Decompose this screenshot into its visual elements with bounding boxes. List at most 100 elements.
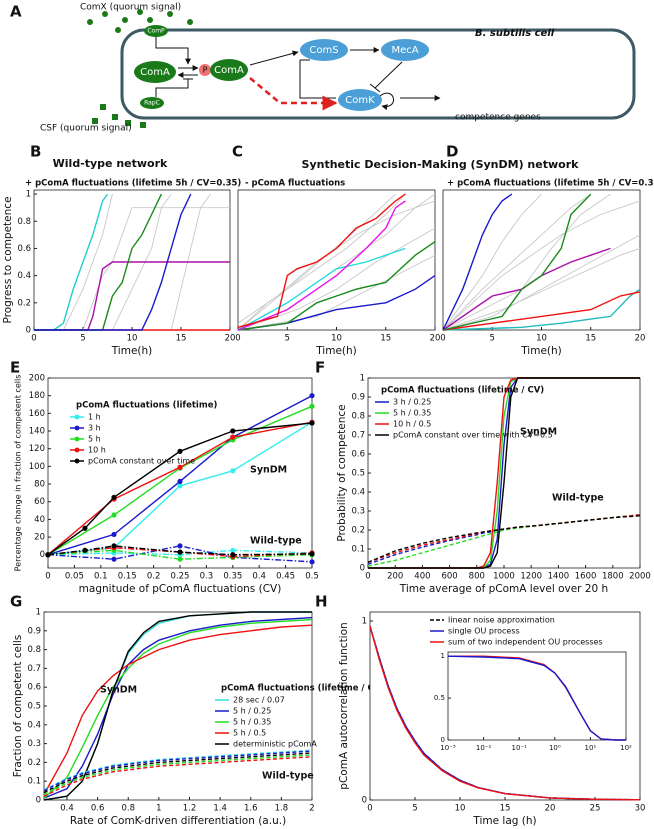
- data-point: [309, 559, 315, 565]
- x-tick-label: 0.5: [305, 572, 319, 582]
- x-tick-label: 10¹: [585, 744, 597, 752]
- x-tick-label: 0.25: [171, 572, 190, 582]
- y-tick-label: 1: [36, 608, 41, 618]
- series-line: [43, 754, 313, 796]
- x-tick-label: 1000: [493, 572, 515, 582]
- y-tick-label: 0.9: [351, 393, 365, 403]
- annotation: SynDM: [100, 685, 137, 696]
- x-tick-label: 15: [585, 334, 596, 344]
- y-tick-label: 0.5: [434, 694, 445, 702]
- data-point: [177, 556, 183, 562]
- node-label: ComK: [345, 95, 375, 106]
- x-tick-label: 0.35: [223, 572, 242, 582]
- x-tick-label: 5: [285, 334, 290, 344]
- x-axis-label: Time(h): [315, 345, 357, 357]
- legend-label: 10 h / 0.5: [393, 420, 431, 429]
- x-tick-label: 0.4: [252, 572, 266, 582]
- x-tick-label: 0.45: [276, 572, 295, 582]
- y-tick-label: 0.6: [17, 244, 31, 254]
- series-line: [34, 193, 163, 331]
- y-tick-label: 200: [29, 374, 45, 384]
- data-point: [230, 547, 236, 553]
- node: [134, 61, 176, 83]
- y-axis-label: Fraction of competent cells: [12, 635, 24, 777]
- annotation: Wild-type: [262, 771, 314, 782]
- x-tick-label: 0: [367, 804, 372, 814]
- y-tick-label: 60: [34, 497, 45, 507]
- y-tick-label: 0: [441, 736, 445, 744]
- node-label: ComA: [140, 67, 170, 78]
- data-point: [111, 543, 117, 549]
- series-line: [442, 200, 641, 331]
- node: [300, 39, 348, 61]
- series-line: [442, 291, 641, 331]
- data-point: [177, 549, 183, 555]
- series-line: [43, 611, 312, 801]
- panel-label: A: [10, 3, 22, 21]
- x-tick-label: 800: [469, 572, 485, 582]
- data-point: [111, 556, 117, 562]
- legend-label: 5 h / 0.25: [233, 707, 271, 716]
- legend-label: 5 h / 0.5: [233, 729, 266, 738]
- series-line: [47, 546, 313, 558]
- series-line: [34, 193, 192, 331]
- x-tick-label: 0.15: [118, 572, 137, 582]
- y-tick-label: 0.6: [351, 450, 365, 460]
- legend-label: deterministic pComA: [233, 740, 317, 749]
- series-line: [369, 626, 641, 801]
- y-tick-label: 1: [26, 190, 31, 200]
- series-line: [43, 752, 313, 794]
- x-tick-label: 10: [536, 334, 547, 344]
- x-tick-label: 0.05: [65, 572, 84, 582]
- x-axis-label: Time(h): [111, 345, 153, 357]
- panel-label: C: [232, 143, 243, 161]
- legend-title: pComA fluctuations (lifetime / CV): [221, 684, 384, 694]
- x-tick-label: 1.4: [213, 804, 227, 814]
- node-label: ComA: [214, 65, 244, 76]
- legend-label: 28 sec / 0.07: [233, 696, 285, 705]
- legend-label: pComA constant over time with CV=0.5: [393, 431, 553, 440]
- annotation: Wild-type: [552, 493, 604, 504]
- data-point: [177, 448, 183, 454]
- x-tick-label: 15: [380, 334, 391, 344]
- x-tick-label: 20: [635, 334, 646, 344]
- x-tick-label: 20: [430, 334, 441, 344]
- series-line: [47, 549, 313, 560]
- node: [140, 97, 164, 109]
- x-tick-label: 0.4: [60, 804, 74, 814]
- chart-subtitle: - pComA fluctuations: [245, 179, 345, 189]
- data-point: [177, 483, 183, 489]
- panel-label: H: [315, 593, 328, 611]
- x-tick-label: 0: [440, 334, 445, 344]
- chart-panel: 0 5 10 15 20 C Synthetic Decision-Making (SynD…: [232, 143, 579, 358]
- y-tick-label: 0: [26, 326, 31, 336]
- series-line: [442, 247, 641, 331]
- data-point: [111, 512, 117, 518]
- node: [210, 59, 248, 81]
- y-tick-label: 0.4: [17, 271, 31, 281]
- data-point: [82, 525, 88, 531]
- x-tick-label: 10: [455, 804, 466, 814]
- node-label: ComS: [309, 45, 338, 56]
- x-tick-label: 10: [331, 334, 342, 344]
- series-line: [367, 515, 641, 563]
- panel-label: D: [446, 143, 458, 161]
- chart-title: Synthetic Decision-Making (SynDM) networ…: [302, 158, 580, 171]
- legend-marker: [74, 447, 80, 453]
- series-line: [442, 288, 641, 331]
- y-axis-label: Percentage change in fraction of compete…: [14, 375, 23, 572]
- data-point: [309, 393, 315, 399]
- y-tick-label: 0: [40, 550, 45, 560]
- legend-marker: [74, 436, 80, 442]
- x-tick-label: 0: [31, 334, 36, 344]
- legend-label: linear noise approximation: [448, 616, 555, 625]
- series-line: [237, 193, 406, 331]
- y-tick-label: 120: [29, 444, 45, 454]
- x-tick-label: 5: [412, 804, 417, 814]
- series-line: [237, 193, 406, 328]
- y-tick-label: 0.3: [351, 507, 365, 517]
- x-tick-label: 10²: [620, 744, 632, 752]
- y-tick-label: 160: [29, 409, 45, 419]
- x-tick-label: 1: [156, 804, 161, 814]
